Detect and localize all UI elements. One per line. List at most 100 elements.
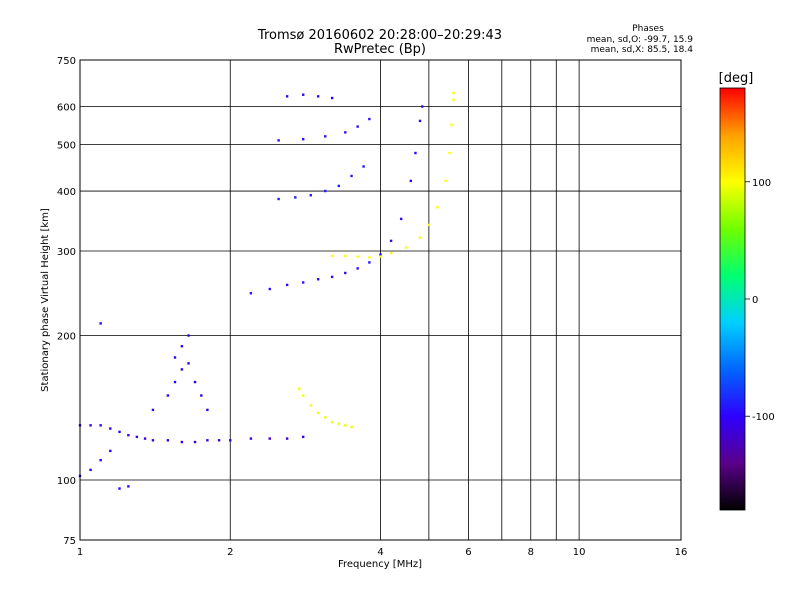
data-point: [379, 253, 382, 256]
data-point: [127, 485, 130, 488]
data-point: [294, 196, 297, 199]
data-point: [187, 362, 190, 365]
data-point: [249, 437, 253, 440]
data-point: [99, 424, 102, 427]
data-point: [330, 254, 334, 258]
y-tick-label: 300: [57, 247, 76, 258]
data-point: [448, 151, 451, 155]
colorbar-tick-label: -100: [752, 412, 775, 423]
data-point: [298, 387, 301, 390]
colorbar-tick-label: 100: [752, 178, 771, 189]
data-point: [368, 256, 371, 259]
data-point: [350, 425, 353, 429]
data-point: [180, 440, 184, 444]
data-point: [301, 281, 305, 284]
data-point: [99, 322, 102, 325]
data-point: [301, 435, 305, 439]
data-point: [229, 439, 232, 442]
data-point: [118, 430, 121, 434]
chart-title: Tromsø 20160602 20:28:00–20:29:43: [257, 28, 502, 43]
data-point: [285, 437, 289, 440]
data-point: [166, 394, 170, 397]
data-point: [444, 179, 447, 183]
x-tick-label: 10: [573, 547, 586, 558]
data-point: [421, 105, 424, 108]
data-point: [316, 411, 320, 415]
data-point: [324, 416, 327, 419]
data-point: [118, 487, 121, 490]
data-point: [330, 275, 334, 279]
data-point: [418, 119, 422, 123]
grid-lines: [80, 60, 681, 540]
data-point: [344, 424, 347, 427]
data-point: [356, 255, 359, 258]
data-point: [193, 380, 197, 384]
data-point: [173, 356, 177, 359]
data-point: [206, 439, 209, 442]
plot-frame: [79, 59, 682, 541]
data-point: [180, 368, 184, 371]
data-point: [193, 440, 197, 444]
colorbar: [719, 87, 746, 511]
data-point: [285, 95, 289, 98]
data-point: [350, 174, 353, 178]
data-point: [324, 135, 327, 138]
data-point: [389, 251, 393, 255]
data-point: [368, 261, 371, 264]
data-point: [135, 435, 139, 439]
data-point: [301, 137, 305, 141]
data-point: [309, 404, 312, 407]
data-point: [166, 439, 170, 442]
data-point: [316, 95, 320, 98]
x-tick-label: 1: [77, 547, 83, 558]
data-point: [200, 394, 203, 397]
data-point: [217, 439, 221, 442]
data-point: [285, 283, 289, 287]
data-point: [268, 437, 271, 440]
data-point: [418, 236, 422, 239]
phases-title: Phases: [632, 24, 664, 34]
data-point: [180, 345, 184, 348]
data-point: [309, 194, 312, 197]
data-point: [436, 206, 439, 209]
data-point: [427, 223, 431, 227]
data-point: [143, 437, 147, 440]
data-point: [356, 267, 359, 270]
y-tick-label: 200: [57, 332, 76, 343]
data-point: [356, 125, 359, 128]
y-tick-label: 600: [57, 103, 76, 114]
data-point: [404, 246, 408, 249]
data-point: [344, 254, 347, 258]
data-point: [362, 165, 365, 168]
data-point: [301, 394, 305, 397]
data-point: [324, 189, 327, 193]
data-point: [399, 217, 403, 221]
x-tick-label: 4: [377, 547, 383, 558]
y-tick-label: 100: [57, 476, 76, 487]
data-point: [89, 424, 92, 427]
data-point: [249, 292, 253, 295]
data-point: [99, 458, 102, 462]
data-point: [127, 433, 130, 437]
data-point: [337, 184, 341, 188]
colorbar-ticks: 100 0 -100: [745, 178, 775, 423]
data-point: [368, 117, 371, 121]
x-tick-label: 8: [528, 547, 534, 558]
data-point: [330, 96, 334, 100]
data-point: [450, 123, 453, 126]
data-point: [316, 278, 320, 281]
y-tick-label: 75: [63, 536, 76, 547]
data-point: [151, 439, 155, 442]
data-point: [109, 449, 112, 453]
x-tick-label: 2: [227, 547, 233, 558]
x-axis-ticks: 1 2 4 6 8 10 16: [77, 547, 688, 558]
x-axis-label: Frequency [MHz]: [338, 559, 422, 570]
data-point: [379, 255, 382, 258]
data-point: [414, 151, 417, 155]
data-point: [277, 197, 280, 201]
data-point: [187, 334, 190, 337]
y-tick-label: 500: [57, 141, 76, 152]
x-tick-label: 16: [675, 547, 688, 558]
phases-mean-o: mean, sd,O: -99.7, 15.9: [587, 35, 694, 45]
y-tick-label: 750: [57, 56, 76, 67]
